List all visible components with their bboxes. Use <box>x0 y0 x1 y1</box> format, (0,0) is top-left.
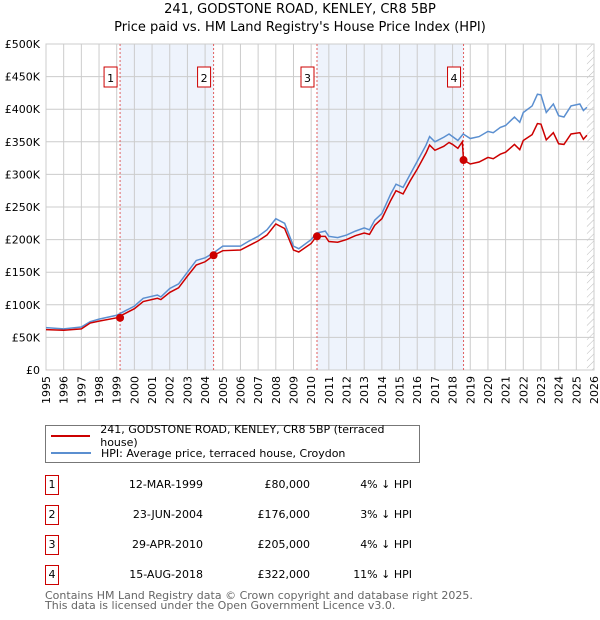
price-paid-line <box>45 122 588 331</box>
y-tick-label: £450K <box>5 71 41 84</box>
chart-title: 241, GODSTONE ROAD, KENLEY, CR8 5BP <box>164 2 436 17</box>
sale-date: 23-JUN-2004 <box>132 508 203 521</box>
x-tick-label: 2016 <box>411 376 424 404</box>
y-tick-label: £400K <box>5 103 41 116</box>
x-tick-label: 2009 <box>287 376 300 404</box>
footer-copyright: Contains HM Land Registry data © Crown c… <box>45 589 473 602</box>
sale-date: 29-APR-2010 <box>131 538 203 551</box>
sale-label: 4 <box>451 72 458 85</box>
sale-price: £205,000 <box>257 538 311 551</box>
sale-label-box <box>300 66 315 88</box>
hpi-diff: 3% ↓ HPI <box>360 508 412 521</box>
hpi-diff: 4% ↓ HPI <box>360 478 412 491</box>
x-tick-label: 2020 <box>482 376 495 404</box>
x-tick-label: 2013 <box>358 376 371 404</box>
x-tick-label: 2003 <box>181 376 194 404</box>
x-tick-label: 2026 <box>588 376 600 404</box>
price-chart: 1995 1996 1997 1998 1999 2000 2001 2002 2003 2004… <box>5 38 600 404</box>
x-tick-label: 2018 <box>447 376 460 404</box>
table-row: 1 12-MAR-1999 £80,000 4% ↓ HPI <box>45 475 465 495</box>
x-tick-label: 2025 <box>570 376 583 404</box>
x-tick-label: 2008 <box>270 376 283 404</box>
x-tick-label: 1997 <box>75 376 88 404</box>
x-tick-label: 2011 <box>323 376 336 404</box>
y-tick-label: £200K <box>5 234 41 247</box>
x-tick-label: 2002 <box>164 376 177 404</box>
x-tick-label: 1996 <box>58 376 71 404</box>
sale-price: £322,000 <box>257 568 311 581</box>
legend: 241, GODSTONE ROAD, KENLEY, CR8 5BP (ter… <box>45 423 420 463</box>
x-tick-label: 1998 <box>93 376 106 404</box>
x-tick-label: 2017 <box>429 376 442 404</box>
sale-price: £176,000 <box>257 508 311 521</box>
hpi-diff: 11% ↓ HPI <box>353 568 412 581</box>
sale-number-badge: 1 <box>45 475 59 495</box>
sale-point <box>209 251 218 260</box>
hpi-line <box>45 93 588 330</box>
x-tick-label: 2001 <box>146 376 159 404</box>
y-tick-label: £0 <box>26 364 40 377</box>
x-tick-label: 2022 <box>517 376 530 404</box>
footer-licence: This data is licensed under the Open Gov… <box>45 599 396 612</box>
legend-label: HPI: Average price, terraced house, Croy… <box>101 446 346 460</box>
sale-point <box>459 156 468 165</box>
x-tick-label: 2007 <box>252 376 265 404</box>
x-tick-label: 2006 <box>234 376 247 404</box>
legend-item-price-paid: 241, GODSTONE ROAD, KENLEY, CR8 5BP (ter… <box>46 423 419 449</box>
sale-label-box <box>197 66 212 88</box>
y-tick-label: £100K <box>5 299 41 312</box>
y-tick-label: £150K <box>5 266 41 279</box>
y-tick-label: £300K <box>5 168 41 181</box>
sale-date: 15-AUG-2018 <box>129 568 203 581</box>
table-row: 3 29-APR-2010 £205,000 4% ↓ HPI <box>45 535 465 555</box>
y-tick-label: £500K <box>5 38 41 51</box>
sale-price: £80,000 <box>264 478 311 491</box>
y-tick-label: £250K <box>5 201 41 214</box>
y-tick-label: £350K <box>5 136 41 149</box>
x-tick-label: 2004 <box>199 376 212 404</box>
table-row: 2 23-JUN-2004 £176,000 3% ↓ HPI <box>45 505 465 525</box>
x-tick-label: 2010 <box>305 376 318 404</box>
x-tick-label: 2024 <box>553 376 566 404</box>
sale-number-badge: 4 <box>45 565 59 585</box>
x-tick-label: 2021 <box>500 376 513 404</box>
x-tick-label: 2019 <box>464 376 477 404</box>
hpi-diff: 4% ↓ HPI <box>360 538 412 551</box>
x-tick-label: 1995 <box>40 376 53 404</box>
x-tick-label: 2012 <box>341 376 354 404</box>
table-row: 4 15-AUG-2018 £322,000 11% ↓ HPI <box>45 565 465 585</box>
sale-label: 3 <box>304 72 311 85</box>
chart-subtitle: Price paid vs. HM Land Registry's House … <box>114 20 486 35</box>
x-tick-label: 2015 <box>394 376 407 404</box>
legend-swatch-red <box>51 435 91 437</box>
x-tick-label: 2014 <box>376 376 389 404</box>
legend-item-hpi: HPI: Average price, terraced house, Croy… <box>46 445 345 461</box>
x-tick-label: 2000 <box>128 376 141 404</box>
x-tick-label: 2023 <box>535 376 548 404</box>
sale-point <box>116 313 125 322</box>
sale-label-box <box>103 66 118 88</box>
legend-swatch-blue <box>51 452 91 454</box>
sale-number-badge: 3 <box>45 535 59 555</box>
x-tick-label: 2005 <box>217 376 230 404</box>
sale-label-box <box>447 66 462 88</box>
legend-label: 241, GODSTONE ROAD, KENLEY, CR8 5BP (ter… <box>100 423 385 449</box>
y-tick-label: £50K <box>12 331 41 344</box>
sale-label: 2 <box>201 72 208 85</box>
sale-point <box>312 232 321 241</box>
sale-label: 1 <box>107 72 114 85</box>
sale-number-badge: 2 <box>45 505 59 525</box>
x-tick-label: 1999 <box>111 376 124 404</box>
sale-date: 12-MAR-1999 <box>128 478 203 491</box>
plot-frame <box>45 43 595 371</box>
